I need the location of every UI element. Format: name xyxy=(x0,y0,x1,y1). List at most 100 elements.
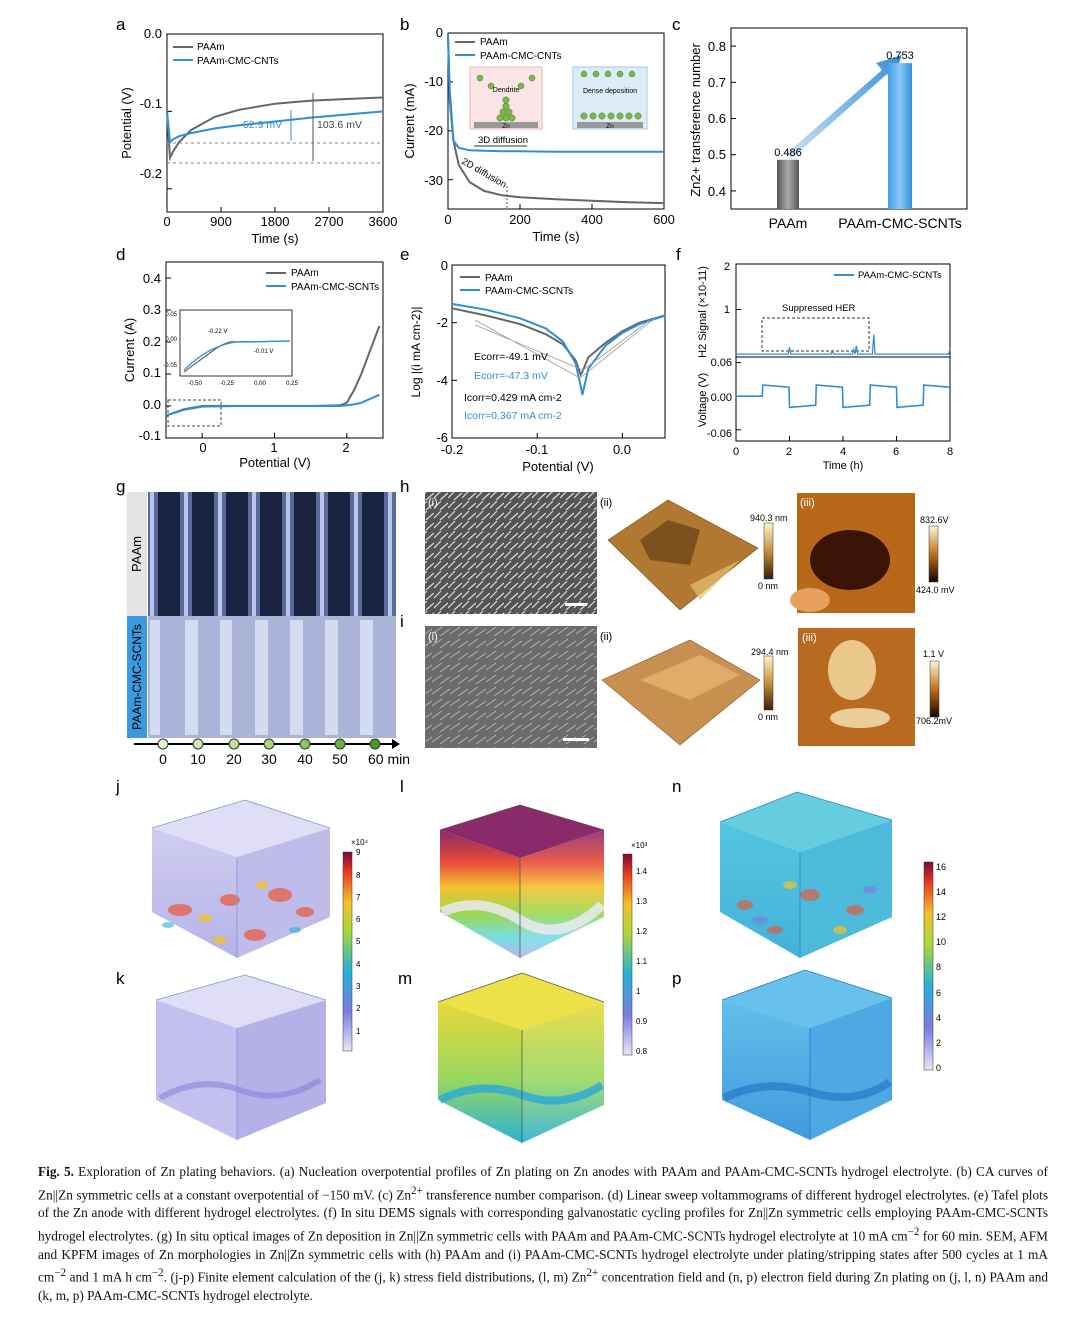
legend-label: PAAm-CMC-SCNTs xyxy=(858,270,942,281)
inset-xtick: -0.25 xyxy=(220,381,234,387)
y-axis-label-bottom: Voltage (V) xyxy=(697,373,709,427)
axis-ticks-d xyxy=(166,277,348,439)
cube-p xyxy=(721,969,893,1140)
afm-scale-min: 0 nm xyxy=(758,712,778,722)
xtick-label: 0.0 xyxy=(613,442,631,457)
timeline-label: 0 xyxy=(159,751,167,767)
series-line-paam-cmc-scnts xyxy=(451,302,666,396)
colorbar-tick: 1.3 xyxy=(636,897,648,906)
annotation-icorr-paam: Icorr=0.429 mA cm-2 xyxy=(464,392,562,404)
ytick-label: 0.3 xyxy=(143,302,161,317)
ytick-label: 2 xyxy=(724,261,730,273)
cube-l xyxy=(439,804,606,958)
inset-label-zn: Zn xyxy=(502,123,510,130)
category-label-paam: PAAm xyxy=(769,215,808,231)
colorbar-tick: 6 xyxy=(936,988,941,998)
panel-letter-d: d xyxy=(116,245,125,264)
annotation-52-9-mv: 52.9 mV xyxy=(243,119,282,131)
kpfm-colorbar xyxy=(928,525,939,583)
panel-l-m: l m ×10³ 1.4 1.3 1.2 1.1 1 0.9 0.8 xyxy=(398,777,648,1143)
sem-image-cmc xyxy=(425,626,597,748)
inset-zoom-plot: 0.05 0.00 -0.05 -0.50 -0.25 0.00 0.25 -0… xyxy=(163,309,298,387)
panel-letter-g: g xyxy=(116,477,125,496)
colorbar-tick: 1 xyxy=(356,1027,361,1036)
panel-letter-p: p xyxy=(672,969,681,988)
scale-bar xyxy=(563,738,589,741)
xtick-label: 200 xyxy=(509,212,531,227)
panel-letter-l: l xyxy=(400,777,404,796)
series-line-paam xyxy=(451,307,666,377)
series-line-paam-cmc-scnts xyxy=(165,393,380,417)
timeline-label: 60 min xyxy=(368,751,410,767)
ytick-label: -4 xyxy=(436,373,448,388)
panel-letter-k: k xyxy=(116,969,125,988)
timeline-label: 20 xyxy=(226,751,242,767)
figure-caption: Fig. 5. Exploration of Zn plating behavi… xyxy=(38,1164,1048,1304)
afm-colorbar xyxy=(763,655,774,711)
inset-annotation: -0.01 V xyxy=(254,349,273,355)
timeline-markers xyxy=(157,738,381,750)
xtick-label: 1 xyxy=(270,440,277,455)
annotation-3d-diffusion: 3D diffusion xyxy=(478,135,528,146)
xtick-label: 400 xyxy=(581,212,603,227)
colorbar-tick: 16 xyxy=(936,862,946,872)
xtick-label: -0.2 xyxy=(441,442,463,457)
kpfm-scale-max: 832.6V xyxy=(920,515,949,525)
x-axis-label: Time (s) xyxy=(251,231,298,246)
xtick-label: 2700 xyxy=(315,214,344,229)
xtick-label: 3600 xyxy=(369,214,398,229)
timeline-label: 10 xyxy=(190,751,206,767)
xtick-label: 2 xyxy=(786,446,792,458)
colorbar-tick: 12 xyxy=(936,912,946,922)
y-axis-label: Log |(i mA cm-2)| xyxy=(409,307,423,398)
panel-h: h (i) (ii) 940.3 nm 0 nm (iii) 832.6V 42… xyxy=(400,477,955,614)
inset-dense-deposition: Dense deposition Zn xyxy=(572,66,648,130)
xtick-label: 0 xyxy=(444,212,451,227)
colorbar-tick: 8 xyxy=(936,962,941,972)
inset-xtick: 0.00 xyxy=(254,381,266,387)
xtick-label: 600 xyxy=(653,212,675,227)
ytick-label: 0 xyxy=(441,258,448,273)
panel-letter-n: n xyxy=(672,777,681,796)
plot-frame-b xyxy=(447,32,665,210)
plot-frame-c xyxy=(730,27,968,210)
legend-label: PAAm xyxy=(197,42,225,53)
x-axis-label: Time (s) xyxy=(532,229,579,244)
ytick-label: -30 xyxy=(424,173,443,188)
category-label-paam-cmc-scnts: PAAm-CMC-SCNTs xyxy=(838,215,961,231)
zoom-box xyxy=(167,399,222,427)
panel-i: i (i) (ii) 294.4 nm 0 nm (iii) 1.1 V 706… xyxy=(400,612,952,748)
xtick-label: -0.1 xyxy=(526,442,548,457)
xtick-label: 900 xyxy=(210,214,232,229)
voltage-profile-line xyxy=(736,384,950,409)
bar-paam xyxy=(777,159,799,209)
colorbar-tick: 9 xyxy=(356,848,361,857)
cube-j xyxy=(151,799,331,958)
legend-label: PAAm xyxy=(291,268,319,279)
sub-label: (ii) xyxy=(600,631,612,643)
colorbar-exponent: ×10³ xyxy=(631,841,648,850)
ytick-label: -0.06 xyxy=(707,428,732,440)
inset-xtick: -0.50 xyxy=(188,381,202,387)
afm-scale-min: 0 nm xyxy=(758,581,778,591)
kpfm-scale-min: 424.0 mV xyxy=(916,585,955,595)
kpfm-scale-min: 706.2mV xyxy=(916,716,952,726)
timeline-label: 30 xyxy=(261,751,277,767)
panel-j-k: j k ×10⁴ 9 8 7 6 5 4 3 2 1 xyxy=(115,777,369,1140)
xtick-label: 2 xyxy=(342,440,349,455)
panel-e: e -0.2 -0.1 0.0 0 -2 -4 -6 Potential (V)… xyxy=(400,245,666,474)
timeline-arrowhead xyxy=(392,739,400,749)
colorbar-tick: 1.4 xyxy=(636,867,648,876)
ytick-label: 0 xyxy=(436,25,443,40)
row-label-paam: PAAm xyxy=(129,536,144,572)
ytick-label: 0.0 xyxy=(144,26,162,41)
ytick-label: 0.1 xyxy=(143,365,161,380)
x-axis-label: Potential (V) xyxy=(239,455,311,470)
figure-canvas: a 0 900 1800 2700 3600 0.0 -0.1 -0.2 Tim… xyxy=(115,15,968,1143)
xtick-label: 4 xyxy=(840,446,846,458)
annotation-icorr-cmc: Icorr=0.367 mA cm-2 xyxy=(464,410,562,422)
panel-letter-j: j xyxy=(115,777,120,796)
legend-label: PAAm xyxy=(485,273,513,284)
cube-n xyxy=(719,791,893,958)
colorbar-electron xyxy=(923,861,934,1071)
